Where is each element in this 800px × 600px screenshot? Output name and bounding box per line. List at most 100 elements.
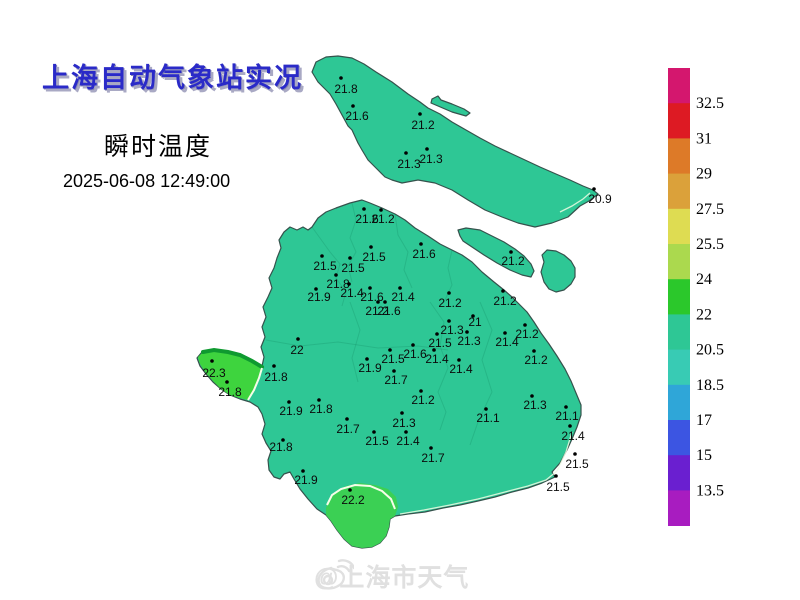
- station-dot: [362, 207, 366, 211]
- station-value: 22.2: [341, 493, 365, 507]
- station-dot: [369, 245, 373, 249]
- colorbar-segment: [668, 103, 690, 139]
- colorbar-tick-label: 15: [696, 447, 712, 464]
- station-value: 21.1: [476, 411, 500, 425]
- colorbar-segment: [668, 490, 690, 526]
- watermark: @上海市天气: [314, 558, 469, 594]
- colorbar-segment: [668, 349, 690, 386]
- station-dot: [429, 446, 433, 450]
- changxing-island: [457, 227, 535, 278]
- station-dot: [471, 314, 475, 318]
- station-dot: [351, 104, 355, 108]
- colorbar-segment: [668, 279, 690, 315]
- station-layer: 21.821.621.221.321.320.921.621.221.5 21.6…: [202, 76, 612, 507]
- station-value: 21.5: [341, 261, 365, 275]
- station-dot: [523, 323, 527, 327]
- station-dot: [564, 405, 568, 409]
- station-dot: [388, 348, 392, 352]
- colorbar-tick-label: 25.5: [696, 236, 724, 253]
- station-dot: [334, 273, 338, 277]
- station-value: 21.8: [218, 385, 242, 399]
- station-dot: [372, 430, 376, 434]
- station-value: 21.3: [440, 323, 464, 337]
- station-value: 21.9: [358, 361, 382, 375]
- station-dot: [347, 282, 351, 286]
- colorbar-segment: [668, 455, 690, 491]
- station-dot: [392, 369, 396, 373]
- station-dot: [404, 430, 408, 434]
- station-dot: [503, 331, 507, 335]
- station-dot: [425, 147, 429, 151]
- station-dot: [272, 364, 276, 368]
- station-value: 21.2: [411, 393, 435, 407]
- station-dot: [418, 112, 422, 116]
- station-dot: [225, 380, 229, 384]
- station-value: 21.6: [360, 290, 384, 304]
- map-subtitle: 瞬时温度: [104, 134, 213, 161]
- station-value: 22: [290, 343, 304, 357]
- station-value: 21.6: [355, 212, 379, 226]
- contour-line: [326, 483, 396, 510]
- station-dot: [573, 452, 577, 456]
- colorbar-tick-label: 17: [696, 412, 712, 429]
- station-dot: [592, 187, 596, 191]
- station-dot: [400, 411, 404, 415]
- station-dot: [287, 400, 291, 404]
- station-dot: [320, 254, 324, 258]
- station-dot: [484, 407, 488, 411]
- station-dot: [365, 357, 369, 361]
- station-dot: [532, 349, 536, 353]
- colorbar-tick-label: 32.5: [696, 95, 724, 112]
- colorbar-segment: [668, 68, 690, 104]
- station-value: 21.1: [555, 409, 579, 423]
- station-value: 21.6: [412, 247, 436, 261]
- station-value: 21.4: [425, 352, 449, 366]
- station-value: 21.2: [365, 304, 389, 318]
- station-value: 21.6: [403, 347, 427, 361]
- sandbar-islet: [430, 95, 471, 117]
- colorbar-segment: [668, 138, 690, 174]
- station-value: 21.4: [449, 362, 473, 376]
- station-value: 21.6: [345, 109, 369, 123]
- station-value: 21.8: [309, 402, 333, 416]
- station-value: 21.9: [279, 404, 303, 418]
- station-dot: [301, 469, 305, 473]
- station-value: 21.5: [381, 352, 405, 366]
- station-dot: [457, 358, 461, 362]
- colorbar-segment: [668, 173, 690, 210]
- station-dot: [368, 286, 372, 290]
- station-dot: [411, 343, 415, 347]
- station-value: 21.2: [501, 254, 525, 268]
- station-value: 21.9: [307, 290, 331, 304]
- warm-band-west-region: [198, 350, 262, 400]
- station-value: 21.3: [523, 398, 547, 412]
- warm-band-south-region: [326, 483, 398, 548]
- watermark-text: @上海市天气: [314, 564, 470, 592]
- station-dot: [210, 359, 214, 363]
- station-value: 21.3: [397, 157, 421, 171]
- station-value: 21.9: [294, 473, 318, 487]
- weibo-icon: [317, 559, 354, 590]
- station-dot: [432, 348, 436, 352]
- colorbar-segment: [668, 384, 690, 421]
- contour-line: [247, 367, 263, 401]
- station-value: 21: [468, 315, 482, 329]
- station-dot: [317, 398, 321, 402]
- colorbar-tick-label: 31: [696, 130, 712, 147]
- station-value: 21.5: [428, 336, 452, 350]
- colorbar-labels: 32.5 31 29 27.5 25.5 24 22 20.5 18.5 17 15 13.5: [696, 95, 724, 499]
- colorbar-segment: [668, 244, 690, 280]
- observation-timestamp: 2025-06-08 12:49:00: [63, 171, 231, 191]
- station-value: 21.7: [336, 422, 360, 436]
- station-value: 21.2: [411, 118, 435, 132]
- station-dot: [447, 291, 451, 295]
- station-dot: [376, 300, 380, 304]
- station-dot: [348, 488, 352, 492]
- colorbar: [668, 68, 690, 526]
- station-value: 21.4: [495, 335, 519, 349]
- station-dot: [398, 286, 402, 290]
- station-value: 21.3: [457, 334, 481, 348]
- station-value: 21.4: [561, 429, 585, 443]
